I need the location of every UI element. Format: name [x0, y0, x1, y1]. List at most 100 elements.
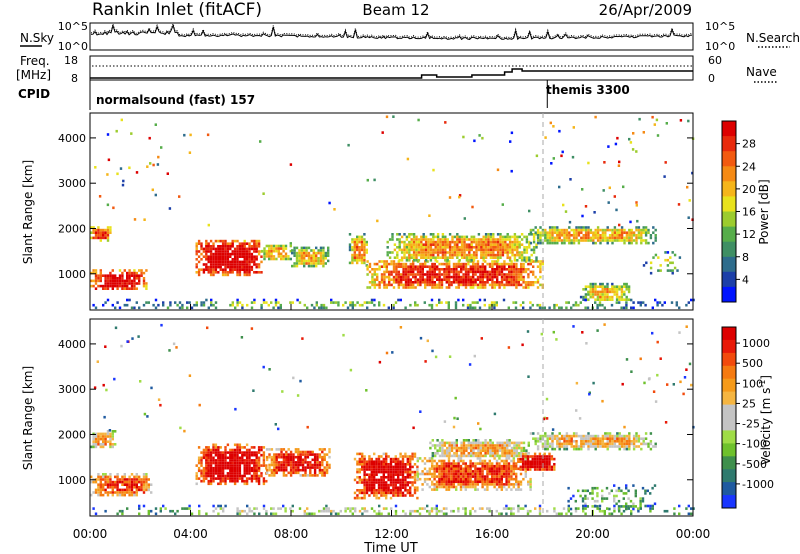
heatmap-cell: [417, 259, 421, 262]
heatmap-cell: [484, 452, 487, 455]
heatmap-cell: [671, 271, 674, 275]
heatmap-cell: [305, 259, 308, 263]
heatmap-cell: [482, 253, 485, 257]
heatmap-cell: [394, 481, 397, 484]
heatmap-cell: [226, 250, 230, 253]
heatmap-cell: [658, 301, 662, 304]
heatmap-cell: [488, 470, 491, 473]
heatmap-cell: [476, 472, 479, 476]
heatmap-cell: [494, 256, 497, 259]
heatmap-cell: [577, 241, 581, 245]
heatmap-cell: [313, 458, 317, 462]
heatmap-cell: [511, 246, 514, 249]
heatmap-cell: [521, 460, 525, 463]
heatmap-cell: [430, 509, 434, 513]
colorbar-swatch: [722, 271, 736, 288]
heatmap-cell: [532, 240, 536, 244]
heatmap-cell: [358, 246, 361, 249]
heatmap-cell: [618, 301, 621, 304]
heatmap-cell: [479, 278, 482, 281]
heatmap-cell: [450, 441, 454, 445]
heatmap-cell: [97, 443, 100, 446]
heatmap-cell: [231, 265, 234, 269]
heatmap-cell: [313, 512, 316, 516]
heatmap-cell: [424, 286, 427, 289]
heatmap-cell: [214, 477, 218, 480]
heatmap-cell: [468, 259, 471, 262]
heatmap-cell: [445, 270, 448, 274]
heatmap-cell: [370, 478, 373, 482]
heatmap-cell: [318, 509, 321, 513]
heatmap-cell: [631, 148, 635, 151]
heatmap-cell: [435, 512, 438, 516]
colorbar-swatch: [722, 241, 736, 258]
heatmap-cell: [368, 463, 371, 466]
heatmap-cell: [398, 248, 401, 252]
heatmap-cell: [282, 463, 286, 467]
colorbar-tick-label: 12: [742, 228, 756, 241]
heatmap-cell: [438, 449, 442, 452]
heatmap-cell: [205, 255, 208, 258]
heatmap-cell: [200, 247, 203, 251]
heatmap-cell: [452, 278, 456, 281]
heatmap-cell: [368, 270, 372, 274]
heatmap-cell: [584, 228, 588, 232]
heatmap-cell: [625, 442, 629, 446]
heatmap-cell: [360, 248, 364, 252]
heatmap-cell: [505, 475, 508, 478]
heatmap-cell: [484, 260, 487, 263]
heatmap-cell: [525, 238, 529, 241]
heatmap-cell: [431, 488, 434, 491]
heatmap-cell: [212, 265, 215, 269]
heatmap-cell: [106, 483, 110, 486]
heatmap-cell: [197, 239, 201, 243]
heatmap-cell: [434, 259, 437, 262]
heatmap-cell: [285, 461, 288, 464]
heatmap-cell: [642, 226, 645, 229]
heatmap-cell: [138, 269, 141, 272]
heatmap-cell: [401, 465, 405, 469]
heatmap-cell: [111, 483, 114, 486]
heatmap-cell: [304, 458, 307, 462]
heatmap-cell: [443, 483, 446, 486]
heatmap-cell: [413, 455, 417, 458]
heatmap-cell: [518, 253, 521, 257]
heatmap-cell: [353, 248, 356, 252]
heatmap-cell: [598, 301, 602, 304]
heatmap-cell: [448, 283, 451, 287]
heatmap-cell: [435, 464, 439, 468]
heatmap-cell: [591, 505, 594, 508]
heatmap-cell: [637, 234, 641, 237]
heatmap-cell: [385, 275, 388, 279]
heatmap-cell: [570, 234, 573, 237]
heatmap-cell: [280, 455, 283, 459]
heatmap-cell: [476, 268, 480, 271]
heatmap-cell: [431, 483, 434, 486]
heatmap-cell: [106, 282, 110, 285]
heatmap-cell: [402, 262, 405, 266]
heatmap-cell: [214, 446, 218, 449]
heatmap-cell: [447, 303, 450, 307]
cpid-mode-themis: themis 3300: [546, 83, 630, 97]
heatmap-cell: [207, 265, 210, 269]
heatmap-cell: [513, 253, 517, 257]
heatmap-cell: [538, 457, 542, 461]
heatmap-cell: [623, 447, 626, 451]
heatmap-cell: [428, 457, 431, 460]
heatmap-cell: [118, 282, 122, 285]
heatmap-cell: [601, 288, 604, 291]
heatmap-cell: [472, 281, 475, 284]
heatmap-cell: [99, 228, 102, 232]
heatmap-cell: [460, 262, 463, 266]
heatmap-cell: [623, 293, 626, 296]
heatmap-cell: [640, 241, 643, 245]
heatmap-cell: [629, 141, 633, 144]
heatmap-cell: [236, 301, 239, 304]
heatmap-cell: [349, 301, 352, 304]
heatmap-cell: [546, 440, 549, 443]
heatmap-cell: [250, 247, 254, 251]
heatmap-cell: [186, 306, 189, 310]
heatmap-cell: [236, 303, 239, 307]
heatmap-cell: [219, 252, 222, 256]
heatmap-cell: [455, 464, 458, 468]
